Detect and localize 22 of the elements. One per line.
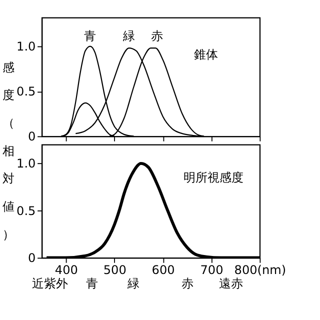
annotation: 錐体 <box>194 47 218 62</box>
x-tick-label: 500 <box>103 262 126 277</box>
annotation: 明所視感度 <box>183 170 244 185</box>
y-tick-label: 0 <box>28 250 36 265</box>
annotation: 緑 <box>122 28 135 43</box>
y-axis-title: 感度（相対値） <box>2 60 14 242</box>
x-tick-label: 400 <box>54 262 78 277</box>
x-tick-label: 700 <box>200 262 224 277</box>
y-tick-label: 1.0 <box>16 39 36 54</box>
text: 緑 <box>126 276 140 290</box>
text: 青 <box>86 276 98 290</box>
y-tick-label: 1.0 <box>16 156 36 171</box>
text: 近紫外 <box>32 276 68 290</box>
x-tick-label: 600 <box>152 262 175 277</box>
y-tick-label: 0.5 <box>16 204 36 218</box>
x-tick-label: 800(nm) <box>234 262 286 277</box>
y-tick-label: 0 <box>28 129 36 144</box>
y-tick-label: 0.5 <box>16 84 36 98</box>
annotation: 赤 <box>150 28 163 43</box>
annotation: 青 <box>84 28 96 43</box>
text: 赤 <box>181 276 194 290</box>
text: 遠赤 <box>218 276 243 290</box>
